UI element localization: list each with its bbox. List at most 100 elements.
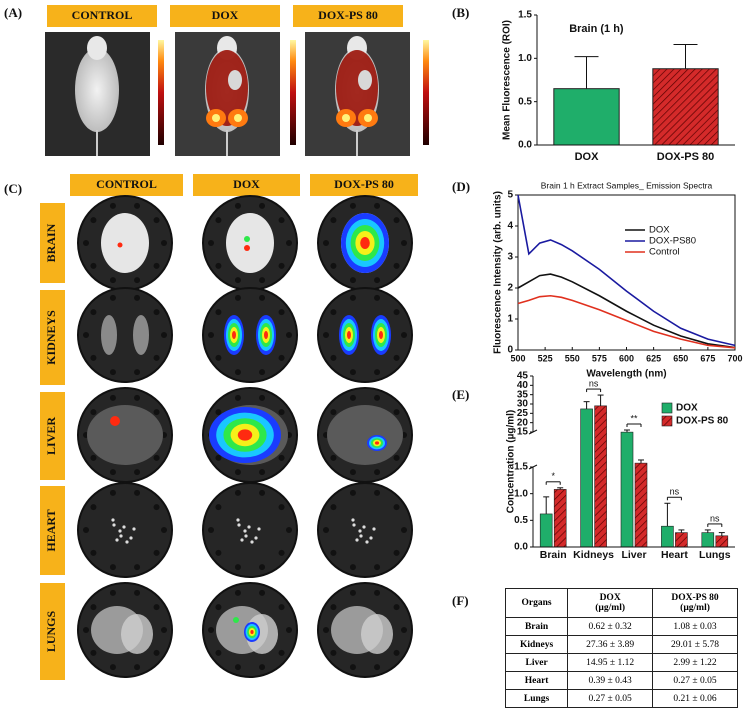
x-tick-label: Liver <box>621 549 646 561</box>
dish-hole <box>234 369 241 376</box>
dish-hole <box>259 664 266 671</box>
dish-hole <box>259 564 266 571</box>
colorbar <box>290 40 296 145</box>
panel-label: (C) <box>4 181 22 196</box>
table-cell: 27.36 ± 3.89 <box>567 635 654 654</box>
dish-hole <box>153 309 160 316</box>
table-cell: 0.39 ± 0.43 <box>567 671 654 690</box>
y-tick-label: 25 <box>517 408 529 419</box>
dish-hole <box>215 504 222 511</box>
dish-hole <box>90 217 97 224</box>
bar <box>634 462 648 548</box>
dish-hole <box>234 394 241 401</box>
table-cell: Lungs <box>504 689 569 708</box>
table-row: Kidneys 27.36 ± 3.89 29.01 ± 5.78 <box>504 635 738 654</box>
dish-hole <box>109 394 116 401</box>
dish-hole <box>134 664 141 671</box>
dish-hole <box>278 504 285 511</box>
dish-hole <box>330 262 337 269</box>
row-box <box>40 583 65 680</box>
dish-hole <box>323 527 329 533</box>
y-tick-label: 1.0 <box>514 488 528 499</box>
dish-hole <box>259 202 266 209</box>
dish-hole <box>349 369 356 376</box>
organ-speck <box>362 525 366 529</box>
y-tick-label: 1.0 <box>518 53 532 64</box>
organ-speck <box>254 536 258 540</box>
dish-hole <box>90 354 97 361</box>
colorbar <box>423 40 429 145</box>
mouse-head <box>87 36 107 60</box>
dish-hole <box>349 277 356 284</box>
header-box <box>47 5 157 27</box>
dish-hole <box>278 262 285 269</box>
organ-speck <box>352 523 356 527</box>
legend-label: DOX-PS80 <box>649 236 696 247</box>
dish-hole <box>234 564 241 571</box>
table-cell: 0.21 ± 0.06 <box>652 689 738 708</box>
organ-speck <box>372 527 376 531</box>
bar <box>675 532 688 548</box>
header-text: (µg/ml) <box>595 603 625 613</box>
panel-label: (B) <box>452 5 469 20</box>
table-cell: 0.62 ± 0.32 <box>567 617 654 636</box>
dish-hole <box>90 409 97 416</box>
organ-dish <box>317 482 413 578</box>
table-cell: 1.08 ± 0.03 <box>652 617 738 636</box>
organ <box>327 405 403 465</box>
y-tick-label: 0 <box>507 345 513 356</box>
dish-hole <box>234 202 241 209</box>
significance-label: ns <box>670 487 680 497</box>
dish-hole <box>215 217 222 224</box>
heat-signal <box>232 331 236 339</box>
dish-hole <box>349 489 356 496</box>
organ-speck <box>250 540 254 544</box>
bar <box>539 513 553 548</box>
significance-label: ** <box>630 413 638 423</box>
plot-frame <box>517 194 736 351</box>
dish-hole <box>374 489 381 496</box>
table-row: Liver 14.95 ± 1.12 2.99 ± 1.22 <box>504 653 738 672</box>
heat-signal <box>379 331 383 339</box>
dish-hole <box>374 277 381 284</box>
heat-signal <box>347 331 351 339</box>
y-tick-label: 0.5 <box>514 515 528 526</box>
dish-hole <box>286 240 292 246</box>
bar <box>594 405 607 548</box>
organ-speck <box>351 518 355 522</box>
organ-speck <box>257 527 261 531</box>
x-tick-label: 600 <box>619 353 634 363</box>
signal <box>364 114 372 122</box>
dish-hole <box>278 549 285 556</box>
organ-speck <box>115 538 119 542</box>
organ-speck <box>365 540 369 544</box>
dish-hole <box>330 549 337 556</box>
dish-hole <box>393 409 400 416</box>
dish-hole <box>286 627 292 633</box>
dish-hole <box>215 549 222 556</box>
table-cell: Liver <box>504 653 569 672</box>
dish-hole <box>278 454 285 461</box>
dish-hole <box>134 589 141 596</box>
dish-hole <box>323 627 329 633</box>
series-line <box>517 273 736 349</box>
heat-signal <box>117 242 123 248</box>
dish-hole <box>134 564 141 571</box>
dish-hole <box>259 589 266 596</box>
legend-label: DOX-PS 80 <box>676 416 729 427</box>
dish-hole <box>349 202 356 209</box>
panel-label: (D) <box>452 179 470 194</box>
legend-label: DOX <box>649 225 670 236</box>
dish-hole <box>393 262 400 269</box>
dish-hole <box>278 409 285 416</box>
header-box <box>70 174 183 196</box>
table-cell: Kidneys <box>504 635 569 654</box>
dish-hole <box>215 604 222 611</box>
column-header: CONTROL <box>96 177 157 191</box>
organ-speck <box>236 518 240 522</box>
dish-hole <box>161 627 167 633</box>
dish-hole <box>278 354 285 361</box>
dish-hole <box>134 202 141 209</box>
row-header: LIVER <box>44 417 58 455</box>
